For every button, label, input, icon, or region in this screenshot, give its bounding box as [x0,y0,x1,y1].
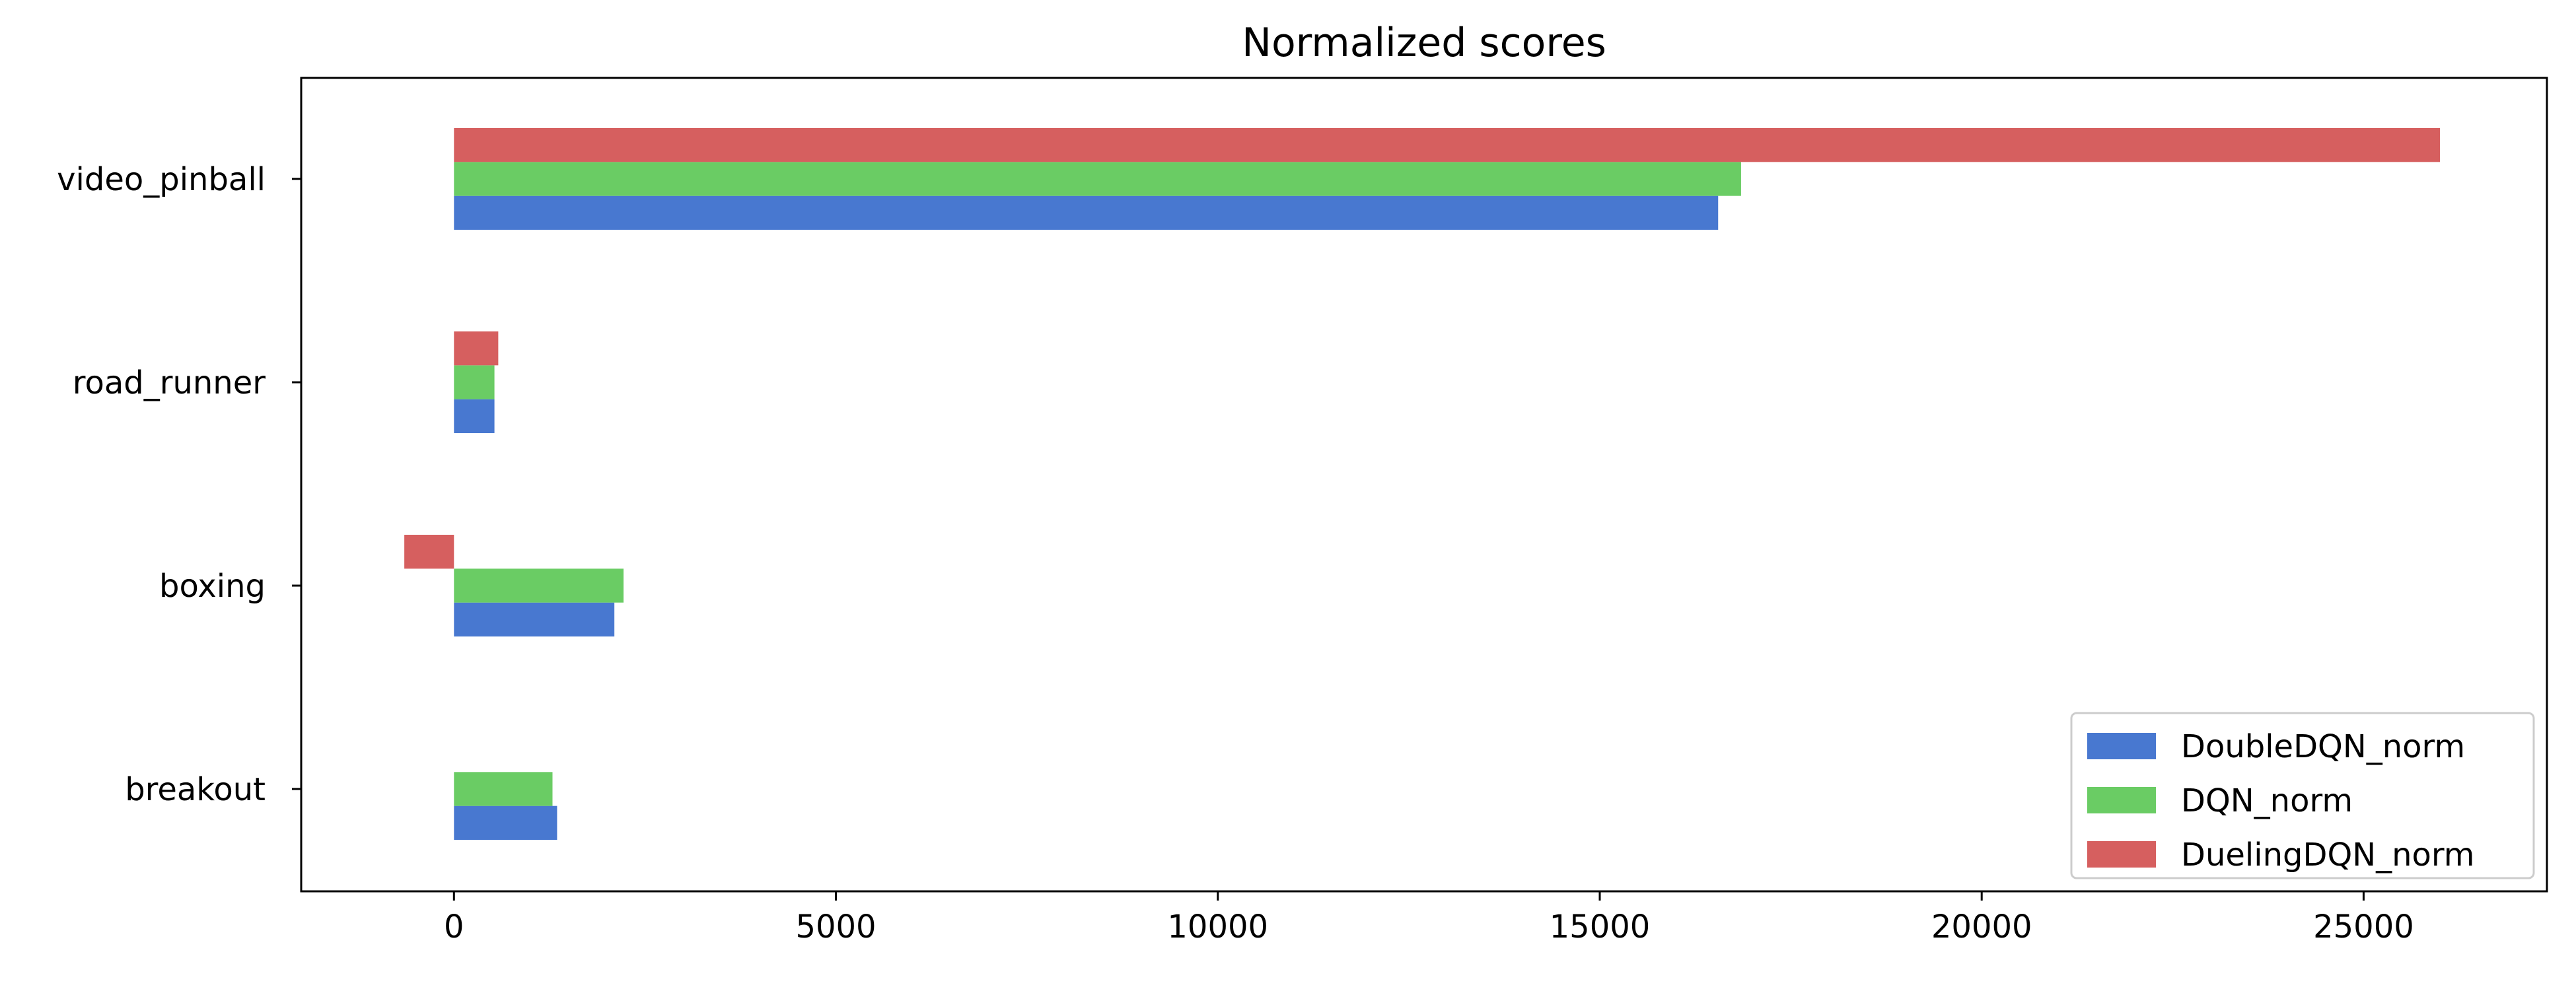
bar-breakout-DQN_norm [454,772,553,806]
bar-road_runner-DoubleDQN_norm [454,399,495,434]
x-tick-label: 15000 [1550,908,1651,945]
y-tick-label: road_runner [73,364,266,401]
bar-video_pinball-DuelingDQN_norm [454,127,2441,162]
x-axis: 0 5000 10000 15000 20000 25000 [444,891,2414,945]
legend-label-DoubleDQN_norm: DoubleDQN_norm [2181,728,2465,765]
x-tick-label: 25000 [2313,908,2414,945]
bar-video_pinball-DoubleDQN_norm [454,195,1719,230]
x-tick-label: 20000 [1931,908,2032,945]
legend-swatch-DQN_norm [2087,787,2156,813]
legend-swatch-DuelingDQN_norm [2087,841,2156,868]
bar-boxing-DoubleDQN_norm [454,602,615,637]
bar-road_runner-DQN_norm [454,365,495,399]
x-tick-label: 10000 [1167,908,1268,945]
legend-box [2070,712,2535,879]
bar-video_pinball-DQN_norm [454,162,1741,196]
x-tick-label: 0 [444,908,464,945]
bar-boxing-DQN_norm [454,568,624,603]
legend-swatch-DoubleDQN_norm [2087,733,2156,759]
y-tick-label: boxing [159,568,266,605]
legend-label-DQN_norm: DQN_norm [2181,782,2353,819]
bars-layer [404,127,2441,840]
bar-boxing-DuelingDQN_norm [404,534,454,569]
legend-label-DuelingDQN_norm: DuelingDQN_norm [2181,837,2475,873]
bar-road_runner-DuelingDQN_norm [454,331,499,366]
legend: DoubleDQN_norm DQN_norm DuelingDQN_norm [2070,712,2535,879]
y-tick-label: breakout [125,771,266,808]
x-tick-label: 5000 [795,908,876,945]
chart-title: Normalized scores [1242,20,1606,66]
bar-breakout-DoubleDQN_norm [454,805,557,840]
axes-frame [300,77,2548,893]
y-tick-label: video_pinball [57,161,266,198]
